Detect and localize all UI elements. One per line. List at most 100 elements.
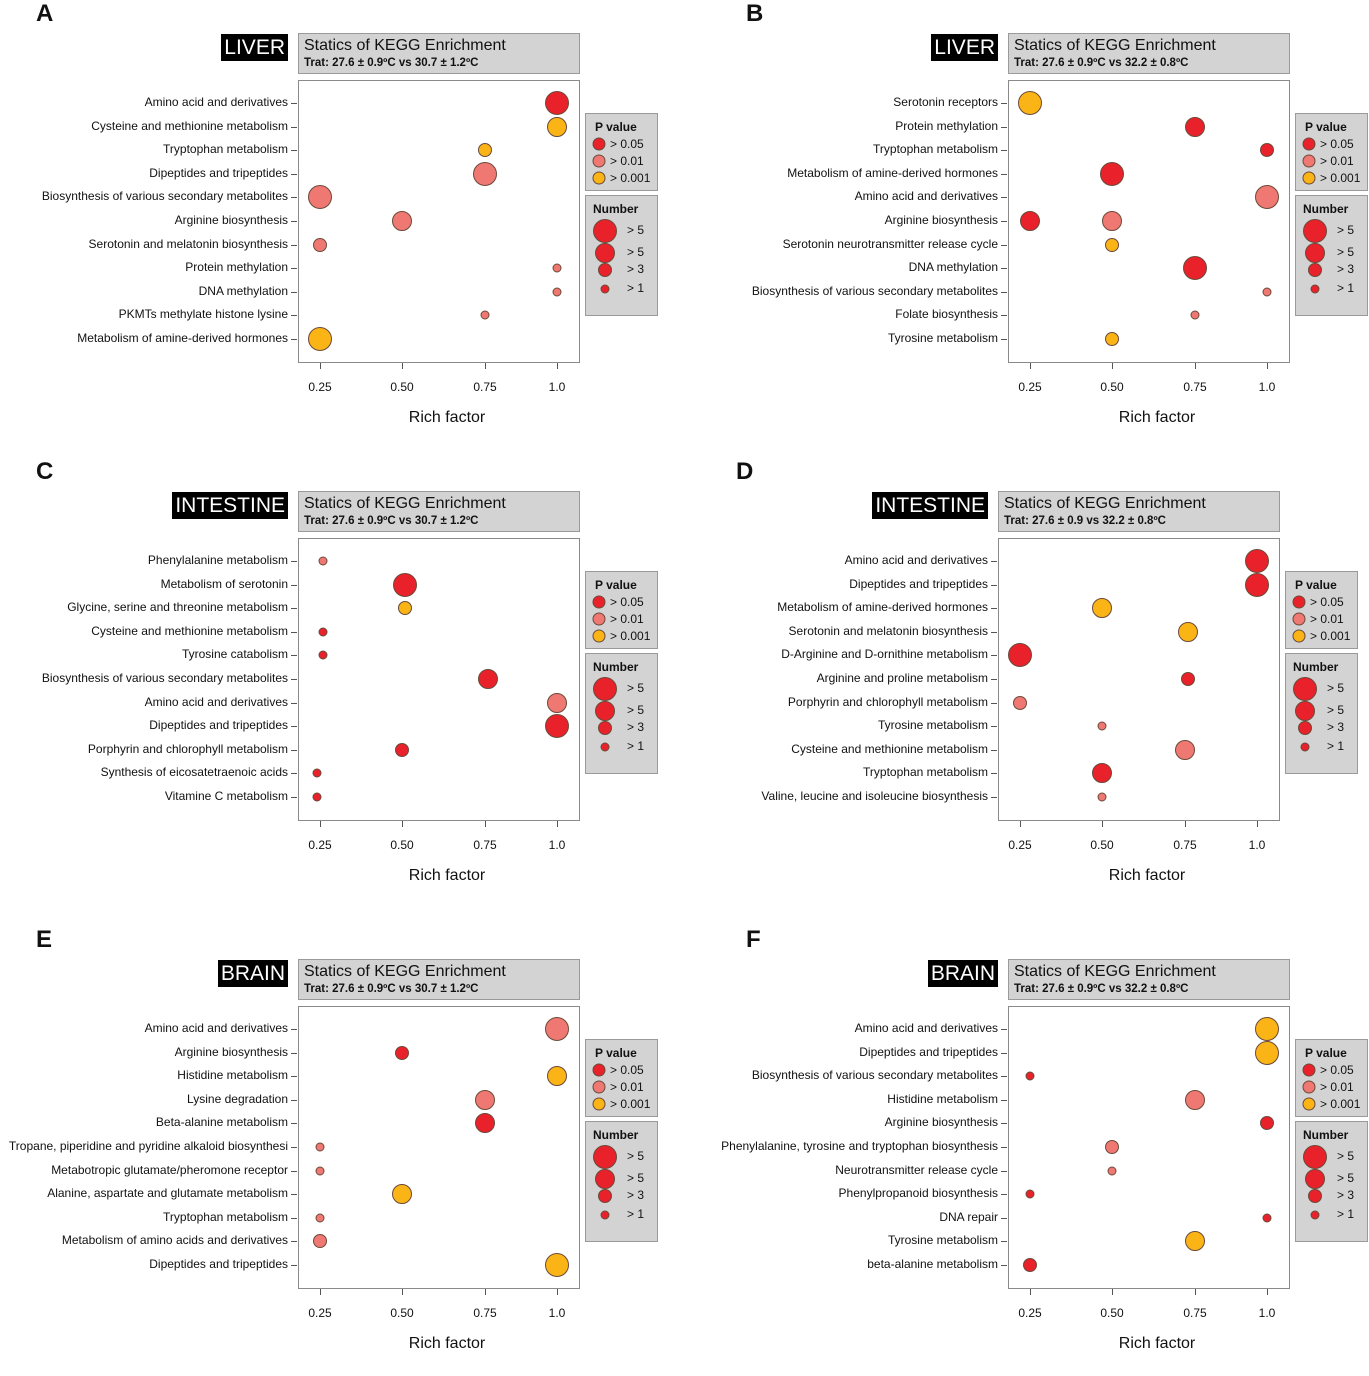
y-tick-label: Histidine metabolism [177,1068,288,1083]
data-point [1260,143,1274,158]
legend-swatch [1302,1097,1316,1111]
y-tick-mark [1001,268,1007,270]
panel-letter: C [36,458,54,485]
legend-swatch [1295,701,1315,721]
y-tick-label: Arginine biosynthesis [884,213,998,227]
data-point [393,572,418,597]
data-point [308,327,332,351]
x-tick-mark [485,821,486,827]
data-point [552,287,562,297]
y-tick-mark [991,631,997,633]
legend-swatch [1300,742,1310,752]
chart-title: Statics of KEGG Enrichment [1004,495,1206,512]
y-tick-label: Tryptophan metabolism [863,765,988,780]
chart-title-box: Statics of KEGG Enrichment Trat: 27.6 ± 0… [1008,33,1290,74]
legend-label: > 3 [1327,720,1345,734]
x-tick-label: 0.25 [1018,1306,1042,1320]
legend-label: > 1 [627,1207,645,1221]
legend-label: > 0.001 [610,1097,651,1111]
y-tick-mark [991,561,997,562]
y-tick-mark [991,655,997,657]
y-tick-mark [1001,339,1007,340]
panel-f: F BRAIN Statics of KEGG Enrichment Trat: 27… [710,926,1369,1376]
y-tick-label: Amino acid and derivatives [844,553,988,567]
y-tick-label: Biosynthesis of various secondary metabo… [41,189,288,204]
y-tick-label: Serotonin and melatonin biosynthesis [88,236,288,251]
y-tick-label: Neurotransmitter release cycle [835,1162,998,1177]
data-point [312,768,322,778]
y-tick-mark [991,797,997,798]
y-tick-label: Metabotropic glutamate/pheromone recepto… [51,1162,288,1177]
legend-title: Number [593,202,639,216]
y-tick-label: Phenylalanine metabolism [147,553,288,567]
y-tick-label: Beta-alanine metabolism [155,1115,288,1130]
x-axis-title: Rich factor [1118,1335,1196,1352]
tissue-label: BRAIN [927,960,998,987]
data-point [398,601,413,616]
legend-swatch [1305,1169,1325,1189]
y-tick-mark [291,1076,297,1078]
data-point [1190,310,1200,320]
legend-title: Number [593,660,639,674]
x-tick-label: 0.75 [473,380,497,394]
legend-label: > 0.01 [1320,1080,1354,1094]
legend-label: > 5 [1337,245,1355,259]
legend-swatch [1302,137,1316,151]
y-tick-mark [291,1194,297,1196]
y-tick-label: Arginine biosynthesis [174,213,288,227]
data-point [1260,1116,1274,1131]
y-tick-mark [291,631,297,633]
y-tick-mark [1001,173,1007,175]
x-tick-mark [1267,363,1268,369]
y-tick-mark [291,244,297,246]
legend-swatch [595,243,615,263]
x-tick-mark [1185,821,1186,827]
data-point [480,310,490,320]
y-tick-label: Histidine metabolism [887,1091,998,1106]
data-point [1008,643,1032,668]
y-tick-mark [291,702,297,704]
plot-area [298,538,580,821]
y-tick-label: Serotonin and melatonin biosynthesis [788,623,988,638]
y-tick-mark [991,608,997,610]
y-tick-label: Glycine, serine and threonine metabolism [67,600,288,615]
x-tick-label: 0.25 [1008,838,1032,852]
y-tick-label: Tyrosine metabolism [887,1233,998,1248]
legend-title: P value [595,120,637,134]
legend-label: > 5 [1337,1171,1355,1185]
legend-label: > 5 [627,703,645,717]
y-tick-mark [1001,244,1007,246]
y-tick-mark [291,797,297,798]
x-tick-label: 0.50 [1100,1306,1124,1320]
y-tick-mark [291,103,297,104]
y-tick-label: Cysteine and methionine metabolism [91,623,288,638]
y-tick-mark [291,339,297,340]
legend-label: > 5 [1337,1149,1355,1163]
y-tick-label: D-Arginine and D-ornithine metabolism [781,647,988,662]
panel-letter: E [36,926,53,953]
legend-label: > 0.05 [1320,1063,1354,1077]
x-tick-mark [485,363,486,369]
y-tick-mark [1001,1052,1007,1054]
legend-label: > 0.05 [1310,595,1344,609]
plot-area [1008,80,1290,363]
legend-swatch [1310,1210,1320,1220]
panel-a: A LIVER Statics of KEGG Enrichment Trat: 27… [0,0,690,450]
legend-label: > 5 [1327,681,1345,695]
y-tick-mark [291,1052,297,1054]
y-tick-mark [1001,1265,1007,1266]
panel-d: D INTESTINE Statics of KEGG Enrichment Trat… [700,458,1369,908]
y-tick-mark [1001,1217,1007,1219]
legend-swatch [592,171,606,185]
data-point [315,1213,325,1223]
tissue-label: LIVER [221,34,288,61]
y-tick-mark [1001,1123,1007,1125]
legend-swatch [600,1210,610,1220]
y-tick-label: DNA methylation [198,283,288,298]
y-tick-mark [291,584,297,586]
legend-swatch [1308,263,1322,277]
chart-title: Statics of KEGG Enrichment [1014,963,1216,980]
data-point [1185,1231,1205,1252]
data-point [1102,211,1122,231]
legend-swatch [598,263,612,277]
